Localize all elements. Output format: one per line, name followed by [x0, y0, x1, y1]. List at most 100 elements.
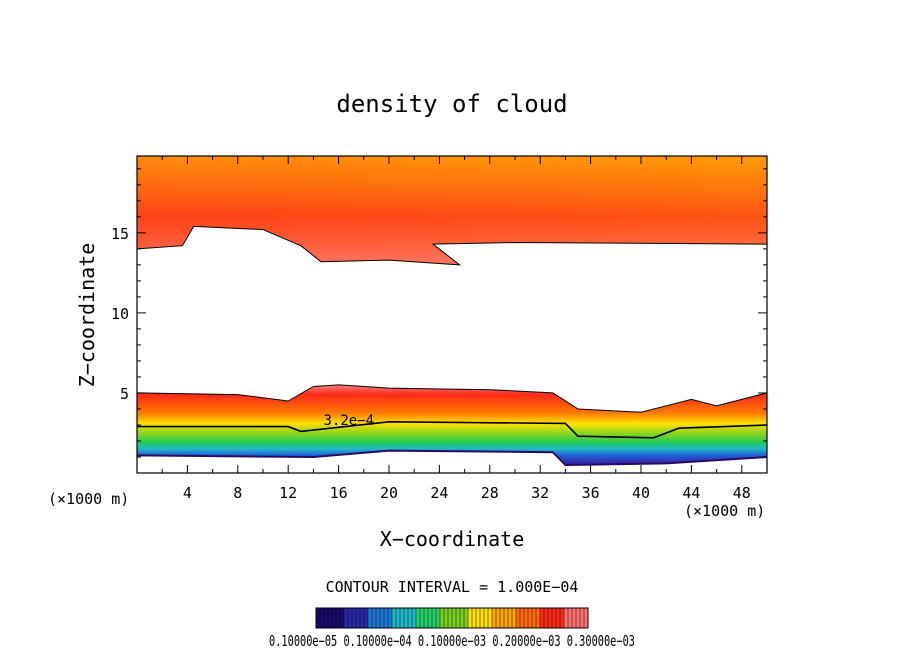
contour-interval: CONTOUR INTERVAL = 1.000E−04 [326, 578, 579, 596]
colorbar-swatch [444, 608, 449, 628]
colorbar-swatch [584, 608, 589, 628]
colorbar-swatch [344, 608, 349, 628]
lower-cloud-layer [137, 384, 767, 467]
colorbar-swatch [560, 608, 565, 628]
colorbar-swatch [436, 608, 441, 628]
colorbar-swatch [336, 608, 341, 628]
x-tick-label: 40 [632, 484, 650, 502]
colorbar-swatch [516, 608, 521, 628]
x-tick-label: 36 [582, 484, 600, 502]
colorbar-swatch [420, 608, 425, 628]
x-tick-label: 20 [380, 484, 398, 502]
x-tick-label: 4 [183, 484, 192, 502]
colorbar-swatch [460, 608, 465, 628]
colorbar-swatch [476, 608, 481, 628]
colorbar-swatch [536, 608, 541, 628]
y-tick-label: 15 [111, 225, 129, 243]
x-tick-label: 32 [531, 484, 549, 502]
colorbar-swatch [532, 608, 537, 628]
upper-layer-contour [137, 225, 767, 266]
colorbar-swatch [440, 608, 445, 628]
colorbar-swatch [544, 608, 549, 628]
lower-layer-fill [137, 384, 767, 465]
y-tick-label: 5 [120, 385, 129, 403]
colorbar-swatch [392, 608, 397, 628]
colorbar-swatch [520, 608, 525, 628]
colorbar-swatch [552, 608, 557, 628]
y-tick-label: 10 [111, 305, 129, 323]
colorbar-swatch [328, 608, 333, 628]
colorbar-swatch [432, 608, 437, 628]
colorbar-swatch [564, 608, 569, 628]
x-tick-label: 28 [481, 484, 499, 502]
colorbar-swatch [528, 608, 533, 628]
colorbar-swatch [372, 608, 377, 628]
colorbar-swatch [504, 608, 509, 628]
colorbar-swatch [464, 608, 469, 628]
x-tick-label: 24 [430, 484, 448, 502]
colorbar-labels: 0.10000e−05 0.10000e−04 0.10000e−03 0.20… [269, 632, 635, 650]
colorbar-swatch [316, 608, 321, 628]
x-tick-label: 44 [682, 484, 700, 502]
colorbar-swatch [488, 608, 493, 628]
x-tick-label: 12 [279, 484, 297, 502]
colorbar-swatch [548, 608, 553, 628]
colorbar-swatch [388, 608, 393, 628]
colorbar-swatch [356, 608, 361, 628]
colorbar-swatch [400, 608, 405, 628]
colorbar-swatch [480, 608, 485, 628]
x-tick-label: 48 [733, 484, 751, 502]
colorbar-swatch [524, 608, 529, 628]
x-axis-label: X−coordinate [380, 527, 525, 551]
chart-title: density of cloud [336, 90, 567, 118]
colorbar-swatch [332, 608, 337, 628]
colorbar-swatch [492, 608, 497, 628]
contour-label: 3.2e−4 [323, 413, 374, 429]
colorbar-swatch [384, 608, 389, 628]
colorbar-swatch [364, 608, 369, 628]
colorbar [315, 607, 589, 629]
colorbar-swatch [512, 608, 517, 628]
colorbar-swatch [496, 608, 501, 628]
lower-layer-base-contour [137, 449, 767, 467]
x-unit-right: (×1000 m) [684, 502, 765, 520]
colorbar-swatch [396, 608, 401, 628]
colorbar-swatch [576, 608, 581, 628]
colorbar-swatch [448, 608, 453, 628]
colorbar-swatch [408, 608, 413, 628]
lower-layer-contour-3-2e-4 [137, 420, 767, 439]
x-unit-left: (×1000 m) [48, 490, 129, 508]
y-axis-ticks: 5 10 15 [111, 168, 767, 458]
colorbar-swatch [352, 608, 357, 628]
colorbar-swatch [348, 608, 353, 628]
colorbar-swatch [508, 608, 513, 628]
plot-frame [136, 155, 768, 474]
colorbar-swatch [580, 608, 585, 628]
colorbar-swatch [380, 608, 385, 628]
colorbar-frame [315, 607, 589, 629]
colorbar-swatch [428, 608, 433, 628]
colorbar-swatch [572, 608, 577, 628]
colorbar-swatch [456, 608, 461, 628]
colorbar-swatch [368, 608, 373, 628]
colorbar-swatch [376, 608, 381, 628]
colorbar-swatch [320, 608, 325, 628]
x-axis-ticks: 4 8 12 16 20 24 28 32 36 40 44 48 [161, 156, 751, 502]
colorbar-swatch [556, 608, 561, 628]
upper-layer-shading [137, 156, 767, 265]
colorbar-swatch [484, 608, 489, 628]
lower-layer-top-contour [137, 384, 767, 413]
colorbar-swatch [416, 608, 421, 628]
colorbar-swatch [568, 608, 573, 628]
colorbar-swatch [360, 608, 365, 628]
upper-cloud-layer [137, 156, 767, 266]
colorbar-swatch [340, 608, 345, 628]
colorbar-swatch [500, 608, 505, 628]
colorbar-swatch [324, 608, 329, 628]
colorbar-swatch [468, 608, 473, 628]
colorbar-swatch [540, 608, 545, 628]
y-axis-label: Z−coordinate [75, 243, 99, 388]
colorbar-swatch [452, 608, 457, 628]
colorbar-swatch [412, 608, 417, 628]
